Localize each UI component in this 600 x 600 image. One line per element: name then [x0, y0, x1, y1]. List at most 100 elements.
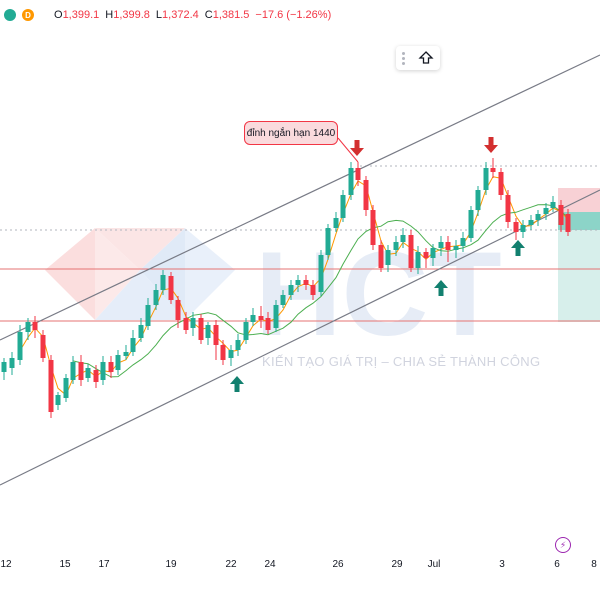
candle: [160, 270, 166, 295]
candle: [325, 224, 331, 260]
ohlc-legend: D O1,399.1 H1,399.8 L1,372.4 C1,381.5 −1…: [0, 0, 600, 30]
candle: [460, 232, 466, 252]
candle: [168, 272, 174, 304]
candle: [295, 275, 301, 292]
open-value: O1,399.1: [54, 9, 100, 21]
status-dot: [4, 9, 16, 21]
candle: [363, 176, 369, 216]
drag-handle-icon[interactable]: [402, 51, 405, 65]
candle: [520, 220, 526, 238]
candle: [93, 365, 99, 388]
candle: [25, 318, 31, 340]
candle: [370, 205, 376, 250]
candle: [550, 196, 556, 212]
candle: [340, 190, 346, 222]
candle: [333, 212, 339, 232]
time-label: 6: [554, 559, 560, 570]
candle: [543, 203, 549, 220]
time-axis[interactable]: 12 15 17 19 22 24 26 29 Jul 3 6 8: [0, 555, 600, 575]
time-label: 29: [391, 559, 403, 570]
candle: [190, 312, 196, 336]
candle: [558, 200, 564, 232]
candle: [258, 306, 264, 328]
candle: [115, 350, 121, 375]
time-label: 19: [165, 559, 177, 570]
arrow-up-icon: [418, 51, 434, 64]
lightning-icon[interactable]: ⚡: [555, 537, 571, 553]
candle: [565, 209, 571, 236]
callout-pointer: [337, 137, 359, 163]
candle: [475, 186, 481, 216]
watermark-hct: HCT: [255, 227, 502, 361]
candle: [408, 230, 414, 272]
candle: [468, 206, 474, 242]
candle: [355, 162, 361, 186]
candle: [123, 345, 129, 360]
candle: [63, 374, 69, 402]
candle: [145, 298, 151, 330]
time-label: Jul: [427, 559, 441, 570]
candle: [198, 314, 204, 344]
candle: [9, 352, 15, 375]
candle: [438, 236, 444, 256]
candle: [400, 228, 406, 248]
candle: [70, 356, 76, 384]
channel-lower-line[interactable]: [0, 189, 600, 486]
candle: [393, 236, 399, 256]
candle: [250, 308, 256, 326]
time-label: 24: [264, 559, 276, 570]
candle: [85, 364, 91, 382]
candle: [130, 330, 136, 356]
buy-arrow-2: [434, 280, 448, 296]
price-change: −17.6 (−1.26%): [255, 9, 332, 21]
candle: [318, 250, 324, 296]
candle: [385, 245, 391, 272]
candle: [430, 244, 436, 266]
buy-arrow-3: [511, 240, 525, 256]
candle: [48, 355, 54, 418]
candle: [528, 215, 534, 230]
candlesticks: [1, 158, 571, 418]
low-value: L1,372.4: [155, 9, 199, 21]
candle: [228, 345, 234, 366]
candle: [243, 318, 249, 344]
candle: [78, 355, 84, 386]
signal-arrows: [230, 137, 525, 392]
annotation-callout[interactable]: đỉnh ngắn hạn 1440: [244, 121, 338, 145]
time-label: 8: [591, 559, 597, 570]
candle: [445, 236, 451, 262]
sell-arrow-2: [484, 137, 498, 153]
scroll-to-realtime-button[interactable]: [396, 46, 440, 70]
candle: [1, 358, 7, 380]
candle: [498, 168, 504, 200]
channel-upper-line[interactable]: [0, 54, 600, 341]
candle: [235, 334, 241, 356]
candle: [55, 392, 61, 410]
candle: [483, 162, 489, 195]
candle: [183, 312, 189, 334]
time-label: 26: [332, 559, 344, 570]
candle: [513, 218, 519, 240]
candle: [535, 210, 541, 226]
candle: [175, 296, 181, 328]
candle: [280, 290, 286, 308]
candle: [205, 322, 211, 345]
buy-arrow-1: [230, 376, 244, 392]
close-value: C1,381.5: [204, 9, 250, 21]
candle: [490, 158, 496, 178]
candle: [153, 284, 159, 310]
candle: [348, 162, 354, 200]
target-zone: [558, 230, 600, 322]
time-label: 22: [225, 559, 237, 570]
candle: [213, 320, 219, 360]
time-label: 3: [499, 559, 505, 570]
candle: [453, 240, 459, 258]
source-badge: D: [22, 9, 34, 21]
ma-slow-line: [72, 204, 569, 378]
candle: [40, 330, 46, 362]
candle: [108, 356, 114, 378]
candle: [138, 318, 144, 342]
high-value: H1,399.8: [105, 9, 150, 21]
candle: [415, 246, 421, 274]
